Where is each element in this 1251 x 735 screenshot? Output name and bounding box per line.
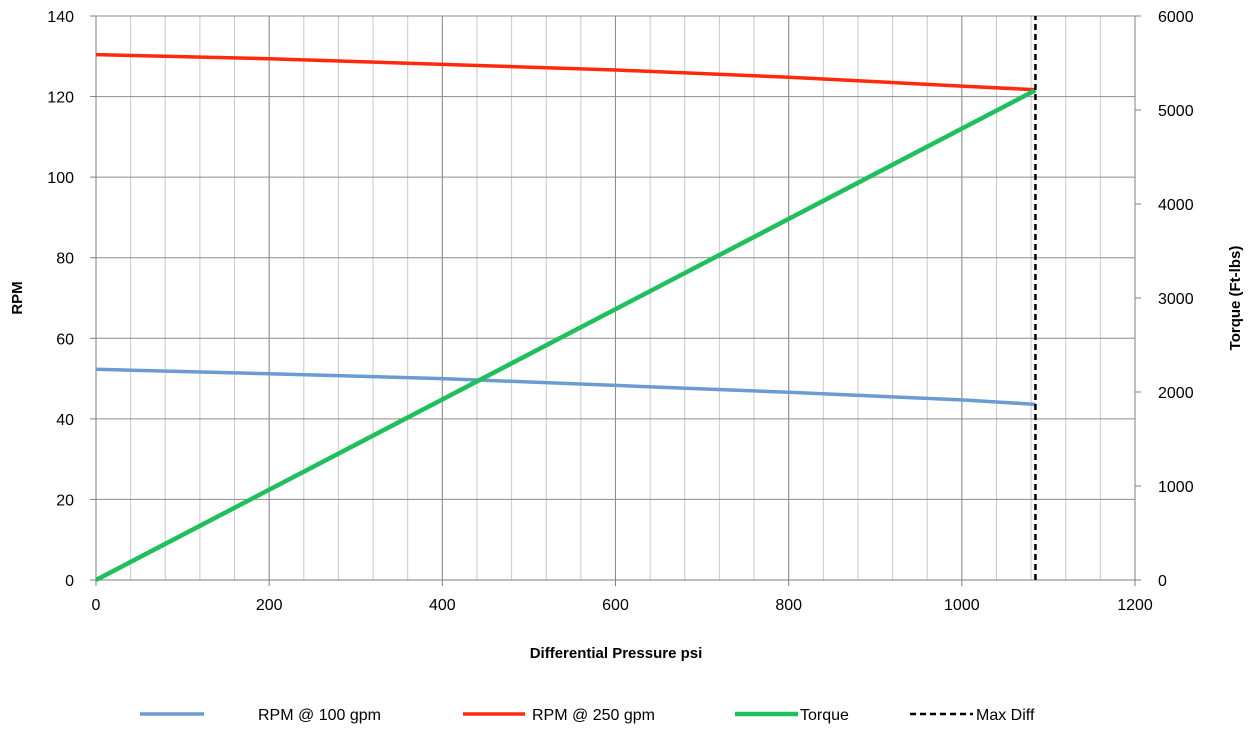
x-tick-label: 200 [256, 597, 283, 614]
series-line-torque [94, 88, 1037, 582]
y2-tick-label: 3000 [1158, 291, 1194, 308]
y2-tick-label: 2000 [1158, 385, 1194, 402]
y2-tick-label: 0 [1158, 573, 1167, 590]
y-tick-label: 0 [65, 573, 74, 590]
x-tick-label: 800 [775, 597, 802, 614]
legend-label: Torque [800, 707, 849, 724]
y2-axis-ticks: 0 1000 2000 3000 4000 5000 6000 [1135, 9, 1194, 590]
y-tick-label: 100 [47, 170, 74, 187]
y-tick-label: 80 [56, 251, 74, 268]
legend: RPM @ 100 gpm RPM @ 250 gpm Torque Max Diff [140, 707, 1035, 724]
legend-label: RPM @ 250 gpm [532, 707, 655, 724]
y2-axis-title: Torque (Ft-lbs) [1227, 246, 1244, 351]
y-axis-ticks: 0 20 40 60 80 100 120 140 [47, 9, 96, 590]
x-axis-ticks: 0 200 400 600 800 1000 1200 [92, 580, 1153, 614]
legend-label: RPM @ 100 gpm [258, 707, 381, 724]
y2-tick-label: 1000 [1158, 479, 1194, 496]
y-tick-label: 40 [56, 412, 74, 429]
y2-tick-label: 6000 [1158, 9, 1194, 26]
y-tick-label: 20 [56, 492, 74, 509]
series-line-rpm-250-gpm [95, 52, 1036, 92]
y-axis-title: RPM [9, 281, 26, 314]
x-tick-label: 600 [602, 597, 629, 614]
x-tick-label: 1200 [1117, 597, 1153, 614]
x-axis-title: Differential Pressure psi [530, 645, 703, 662]
series-line-rpm-100-gpm [95, 367, 1036, 407]
y2-tick-label: 4000 [1158, 197, 1194, 214]
y-tick-label: 120 [47, 90, 74, 107]
x-tick-label: 1000 [944, 597, 980, 614]
y-tick-label: 140 [47, 9, 74, 26]
major-gridlines [95, 15, 1136, 581]
legend-label: Max Diff [976, 707, 1035, 724]
x-tick-label: 400 [429, 597, 456, 614]
y2-tick-label: 5000 [1158, 103, 1194, 120]
series-layer [94, 16, 1037, 582]
y-tick-label: 60 [56, 331, 74, 348]
x-tick-label: 0 [92, 597, 101, 614]
